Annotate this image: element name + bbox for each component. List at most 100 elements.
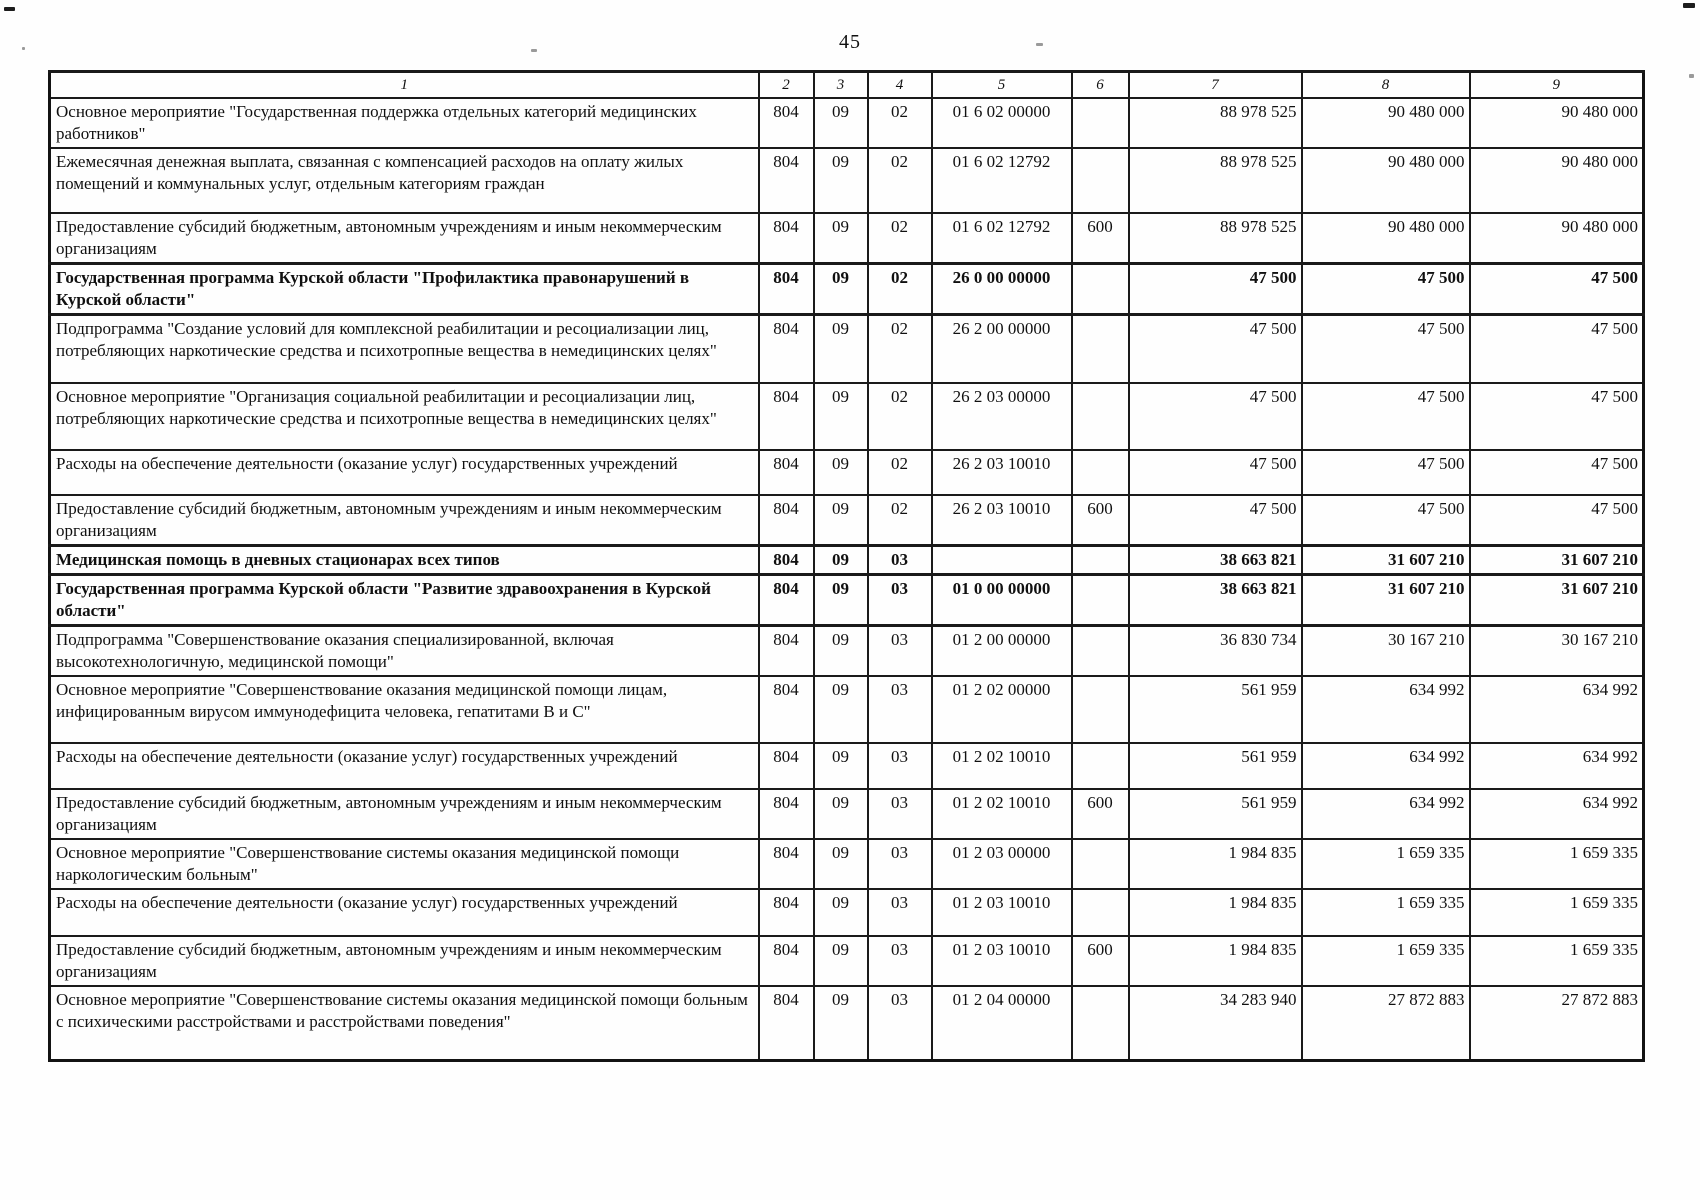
row-amount-col7: 561 959 <box>1127 674 1303 744</box>
table-row: Расходы на обеспечение деятельности (ока… <box>48 741 1645 790</box>
row-amount-col7: 1 984 835 <box>1127 837 1303 890</box>
column-header-9: 9 <box>1468 70 1645 99</box>
row-grbs-code: 804 <box>757 381 815 451</box>
row-description: Подпрограмма "Создание условий для компл… <box>48 313 760 384</box>
page-number: 45 <box>839 31 861 53</box>
row-podrazdel-code: 03 <box>866 837 933 890</box>
table-row: Государственная программа Курской област… <box>48 572 1645 626</box>
row-description: Основное мероприятие "Государственная по… <box>48 97 760 149</box>
row-target-article-code: 01 2 03 00000 <box>930 837 1073 890</box>
row-description: Подпрограмма "Совершенствование оказания… <box>48 623 760 677</box>
row-description: Предоставление субсидий бюджетным, автон… <box>48 493 760 546</box>
row-razdel-code: 09 <box>812 572 869 626</box>
table-row: Подпрограмма "Создание условий для компл… <box>48 313 1645 384</box>
row-expense-type-code <box>1070 984 1130 1062</box>
table-row: Основное мероприятие "Государственная по… <box>48 97 1645 149</box>
row-razdel-code: 09 <box>812 97 869 149</box>
row-target-article-code: 01 2 02 10010 <box>930 787 1073 840</box>
row-expense-type-code <box>1070 674 1130 744</box>
row-amount-col8: 47 500 <box>1300 381 1471 451</box>
row-expense-type-code <box>1070 741 1130 790</box>
row-target-article-code: 01 2 00 00000 <box>930 623 1073 677</box>
row-grbs-code: 804 <box>757 97 815 149</box>
row-amount-col8: 1 659 335 <box>1300 934 1471 987</box>
row-target-article-code: 01 2 03 10010 <box>930 887 1073 937</box>
table-row: Расходы на обеспечение деятельности (ока… <box>48 887 1645 937</box>
row-amount-col9: 47 500 <box>1468 493 1645 546</box>
row-amount-col7: 47 500 <box>1127 493 1303 546</box>
row-razdel-code: 09 <box>812 543 869 575</box>
row-expense-type-code <box>1070 262 1130 316</box>
table-row: Основное мероприятие "Совершенствование … <box>48 837 1645 890</box>
row-description: Предоставление субсидий бюджетным, автон… <box>48 934 760 987</box>
row-expense-type-code <box>1070 623 1130 677</box>
row-amount-col7: 47 500 <box>1127 262 1303 316</box>
row-expense-type-code <box>1070 572 1130 626</box>
row-amount-col9: 30 167 210 <box>1468 623 1645 677</box>
row-amount-col7: 47 500 <box>1127 313 1303 384</box>
column-header-1: 1 <box>48 70 760 99</box>
row-razdel-code: 09 <box>812 887 869 937</box>
scan-speck <box>4 7 15 11</box>
row-podrazdel-code: 02 <box>866 381 933 451</box>
row-amount-col9: 1 659 335 <box>1468 837 1645 890</box>
row-amount-col8: 31 607 210 <box>1300 543 1471 575</box>
row-target-article-code: 01 0 00 00000 <box>930 572 1073 626</box>
row-amount-col8: 634 992 <box>1300 674 1471 744</box>
row-amount-col7: 561 959 <box>1127 787 1303 840</box>
row-amount-col7: 1 984 835 <box>1127 934 1303 987</box>
row-amount-col8: 31 607 210 <box>1300 572 1471 626</box>
row-amount-col8: 47 500 <box>1300 448 1471 496</box>
row-grbs-code: 804 <box>757 572 815 626</box>
table-row: Предоставление субсидий бюджетным, автон… <box>48 787 1645 840</box>
column-header-8: 8 <box>1300 70 1471 99</box>
row-description: Предоставление субсидий бюджетным, автон… <box>48 787 760 840</box>
row-expense-type-code <box>1070 837 1130 890</box>
row-razdel-code: 09 <box>812 741 869 790</box>
row-target-article-code: 26 2 03 10010 <box>930 493 1073 546</box>
table-row: Ежемесячная денежная выплата, связанная … <box>48 147 1645 214</box>
row-description: Ежемесячная денежная выплата, связанная … <box>48 147 760 214</box>
row-podrazdel-code: 03 <box>866 934 933 987</box>
row-amount-col7: 47 500 <box>1127 448 1303 496</box>
row-expense-type-code <box>1070 448 1130 496</box>
row-target-article-code: 01 2 02 10010 <box>930 741 1073 790</box>
row-podrazdel-code: 03 <box>866 674 933 744</box>
row-amount-col8: 1 659 335 <box>1300 887 1471 937</box>
row-expense-type-code: 600 <box>1070 212 1130 265</box>
row-grbs-code: 804 <box>757 543 815 575</box>
row-grbs-code: 804 <box>757 262 815 316</box>
row-grbs-code: 804 <box>757 493 815 546</box>
scan-speck <box>531 49 537 52</box>
row-grbs-code: 804 <box>757 674 815 744</box>
scan-speck <box>1036 43 1043 46</box>
row-podrazdel-code: 02 <box>866 262 933 316</box>
row-amount-col9: 634 992 <box>1468 674 1645 744</box>
row-target-article-code: 26 2 03 10010 <box>930 448 1073 496</box>
column-header-5: 5 <box>930 70 1073 99</box>
column-header-3: 3 <box>812 70 869 99</box>
row-amount-col9: 47 500 <box>1468 262 1645 316</box>
row-amount-col7: 88 978 525 <box>1127 212 1303 265</box>
row-amount-col9: 31 607 210 <box>1468 572 1645 626</box>
row-expense-type-code: 600 <box>1070 787 1130 840</box>
row-razdel-code: 09 <box>812 493 869 546</box>
table-row: Расходы на обеспечение деятельности (ока… <box>48 448 1645 496</box>
row-razdel-code: 09 <box>812 934 869 987</box>
row-amount-col9: 634 992 <box>1468 787 1645 840</box>
table-row: Государственная программа Курской област… <box>48 262 1645 316</box>
row-grbs-code: 804 <box>757 934 815 987</box>
row-podrazdel-code: 02 <box>866 448 933 496</box>
table-row: Предоставление субсидий бюджетным, автон… <box>48 493 1645 546</box>
row-amount-col7: 88 978 525 <box>1127 97 1303 149</box>
row-description: Медицинская помощь в дневных стационарах… <box>48 543 760 575</box>
row-razdel-code: 09 <box>812 623 869 677</box>
table-row: Основное мероприятие "Совершенствование … <box>48 984 1645 1062</box>
table-row: Подпрограмма "Совершенствование оказания… <box>48 623 1645 677</box>
row-amount-col9: 47 500 <box>1468 448 1645 496</box>
row-razdel-code: 09 <box>812 448 869 496</box>
row-amount-col7: 34 283 940 <box>1127 984 1303 1062</box>
row-podrazdel-code: 03 <box>866 572 933 626</box>
row-amount-col8: 47 500 <box>1300 262 1471 316</box>
